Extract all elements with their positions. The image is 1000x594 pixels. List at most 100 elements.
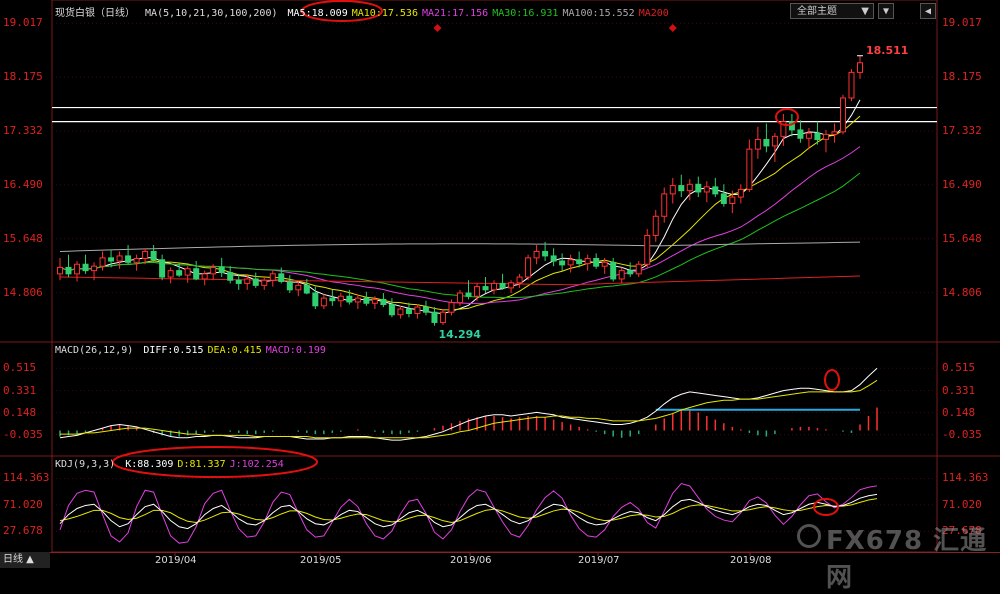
price-ytick: 19.017 [942, 16, 982, 30]
kdj-ytick: 27.678 [3, 524, 43, 538]
macd-values: DIFF:0.515 DEA:0.415 MACD:0.199 [143, 345, 330, 356]
time-axis-bar [0, 552, 1000, 569]
ma-value: MA21:17.156 [421, 8, 489, 19]
candle [516, 276, 523, 284]
j-line [59, 482, 878, 544]
candle [227, 272, 234, 281]
x-axis-label: 2019/07 [578, 555, 620, 566]
kdj-ytick: 71.020 [942, 497, 982, 511]
candle [533, 250, 540, 259]
ma100-line [59, 241, 861, 252]
highlight-circle [824, 369, 840, 391]
candle [737, 188, 744, 198]
x-axis-label: 2019/04 [155, 555, 197, 566]
candle [822, 133, 829, 141]
candle [508, 282, 515, 289]
candle [771, 135, 778, 147]
kdj-value: K:88.309 [125, 459, 174, 470]
candle [848, 71, 855, 99]
ma10-line [59, 115, 861, 311]
candle [567, 259, 574, 266]
candle [763, 139, 770, 147]
candle [329, 297, 336, 302]
candle [525, 257, 532, 278]
candle [669, 185, 676, 195]
macd-ytick: -0.035 [3, 427, 43, 441]
price-ytick: 15.648 [942, 231, 982, 245]
candle [159, 259, 166, 278]
ma-value: MA5:18.009 [287, 8, 348, 19]
event-marker [668, 24, 677, 32]
candle [388, 304, 395, 316]
candle [176, 270, 183, 276]
candle [491, 282, 498, 291]
high-price-label: 18.511 [866, 43, 909, 57]
candle [405, 308, 412, 314]
candle [116, 255, 123, 262]
ma-value: MA30:16.931 [492, 8, 559, 19]
candle [601, 261, 608, 267]
candle [380, 298, 387, 306]
candle [550, 255, 557, 262]
candle [133, 257, 140, 263]
candle [91, 265, 98, 272]
candle [618, 270, 625, 280]
price-ytick: 15.648 [3, 231, 43, 245]
candle [686, 183, 693, 192]
kdj-label: KDJ(9,3,3) [55, 459, 116, 470]
watermark-logo-icon [797, 524, 821, 548]
macd-header: MACD(26,12,9) DIFF:0.515 DEA:0.415 MACD:0.… [55, 345, 334, 356]
candle [712, 186, 719, 195]
candle [414, 306, 421, 314]
macd-ytick: 0.148 [942, 405, 976, 419]
candle [108, 257, 115, 262]
candle [644, 234, 651, 265]
candle [448, 302, 455, 313]
candle [584, 257, 591, 265]
candle [167, 270, 174, 278]
prev-button[interactable]: ◀ [920, 3, 936, 19]
candle [814, 132, 821, 141]
chart-canvas [0, 0, 1000, 556]
highlight-circle [301, 0, 383, 22]
candle [720, 193, 727, 204]
macd-ytick: 0.515 [3, 361, 37, 375]
macd-ytick: 0.515 [942, 361, 976, 375]
candle [678, 185, 685, 192]
candle [805, 132, 812, 139]
kdj-ytick: 27.678 [942, 524, 982, 538]
candle [125, 255, 132, 263]
macd-value: MACD:0.199 [265, 345, 326, 356]
candle [312, 292, 319, 307]
candle [193, 268, 200, 280]
macd-ytick: 0.148 [3, 405, 37, 419]
candle [252, 278, 259, 286]
candle [559, 260, 566, 266]
price-ytick: 14.806 [3, 285, 43, 299]
candle [839, 97, 846, 133]
candle [397, 308, 404, 316]
candle [474, 286, 481, 297]
period-selector[interactable]: 日线 ▲ [0, 552, 50, 568]
collapse-button[interactable]: ▼ [878, 3, 894, 19]
kdj-header: KDJ(9,3,3) K:88.309 D:81.337 J:102.254 [55, 459, 292, 470]
candle [457, 292, 463, 304]
ma-value: MA100:15.552 [562, 8, 635, 19]
kdj-values: K:88.309 D:81.337 J:102.254 [125, 459, 288, 470]
theme-dropdown[interactable]: 全部主题 ▼ [790, 3, 874, 19]
candle [235, 279, 242, 284]
price-ytick: 16.490 [942, 177, 982, 191]
candle [346, 295, 353, 303]
low-price-label: 14.294 [438, 327, 481, 341]
candle [142, 250, 149, 259]
candle [610, 261, 617, 280]
main-indicator-header: 现货白银（日线） MA(5,10,21,30,100,200) MA5:18.0… [55, 4, 677, 19]
candle [857, 62, 863, 73]
candle [593, 257, 600, 267]
candle [337, 295, 344, 302]
macd-ytick: -0.035 [942, 427, 982, 441]
candle [354, 297, 361, 303]
candle [499, 282, 506, 289]
candle [57, 266, 63, 275]
kdj-value: D:81.337 [177, 459, 226, 470]
